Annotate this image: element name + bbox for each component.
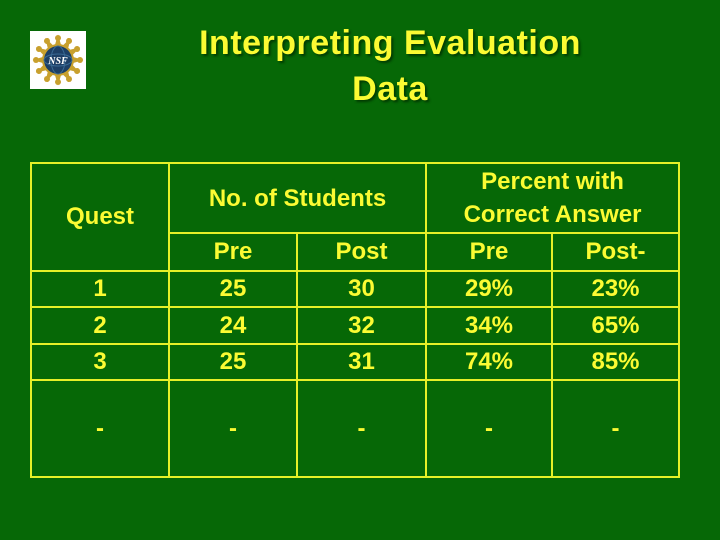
cell-dash: - xyxy=(551,379,681,478)
header-percent-correct: Percent with Correct Answer xyxy=(425,162,681,234)
table-footer-row: - - - - - xyxy=(30,379,681,478)
cell-students-post: 31 xyxy=(295,343,428,381)
cell-students-post: 32 xyxy=(295,306,428,345)
slide-title-line2: Data xyxy=(352,70,428,108)
table-row: 3 25 31 74% 85% xyxy=(30,343,681,381)
header-students-post: Post xyxy=(295,232,428,272)
nsf-logo-text: NSF xyxy=(47,56,68,67)
cell-students-pre: 25 xyxy=(168,270,298,308)
header-percent-line2: Correct Answer xyxy=(463,201,642,228)
cell-dash: - xyxy=(30,379,170,478)
cell-students-post: 30 xyxy=(295,270,428,308)
table-group-header-row: Quest No. of Students Percent with Corre… xyxy=(30,162,681,272)
header-quest: Quest xyxy=(30,162,170,272)
evaluation-data-table: Quest No. of Students Percent with Corre… xyxy=(30,162,681,478)
cell-dash: - xyxy=(168,379,298,478)
header-percent-pre: Pre xyxy=(425,232,554,272)
cell-students-pre: 24 xyxy=(168,306,298,345)
table-row: 2 24 32 34% 65% xyxy=(30,306,681,345)
cell-percent-post: 85% xyxy=(551,343,681,381)
slide-title: Interpreting Evaluation Data xyxy=(110,20,670,112)
table-subheader-row: Pre Post Pre Post- xyxy=(31,232,681,272)
cell-percent-post: 65% xyxy=(551,306,681,345)
cell-dash: - xyxy=(295,379,428,478)
cell-dash: - xyxy=(425,379,554,478)
nsf-logo-icon: NSF xyxy=(30,31,86,89)
cell-percent-pre: 74% xyxy=(425,343,554,381)
header-percent-line1: Percent with xyxy=(481,168,624,195)
cell-students-pre: 25 xyxy=(168,343,298,381)
header-no-of-students: No. of Students xyxy=(167,162,428,234)
cell-quest: 1 xyxy=(30,270,170,308)
cell-percent-post: 23% xyxy=(551,270,681,308)
cell-percent-pre: 34% xyxy=(425,306,554,345)
slide-title-line1: Interpreting Evaluation xyxy=(199,24,581,62)
cell-quest: 3 xyxy=(30,343,170,381)
cell-percent-pre: 29% xyxy=(425,270,554,308)
header-percent-post: Post- xyxy=(551,232,681,272)
header-students-pre: Pre xyxy=(168,232,298,272)
table-row: 1 25 30 29% 23% xyxy=(30,270,681,308)
cell-quest: 2 xyxy=(30,306,170,345)
